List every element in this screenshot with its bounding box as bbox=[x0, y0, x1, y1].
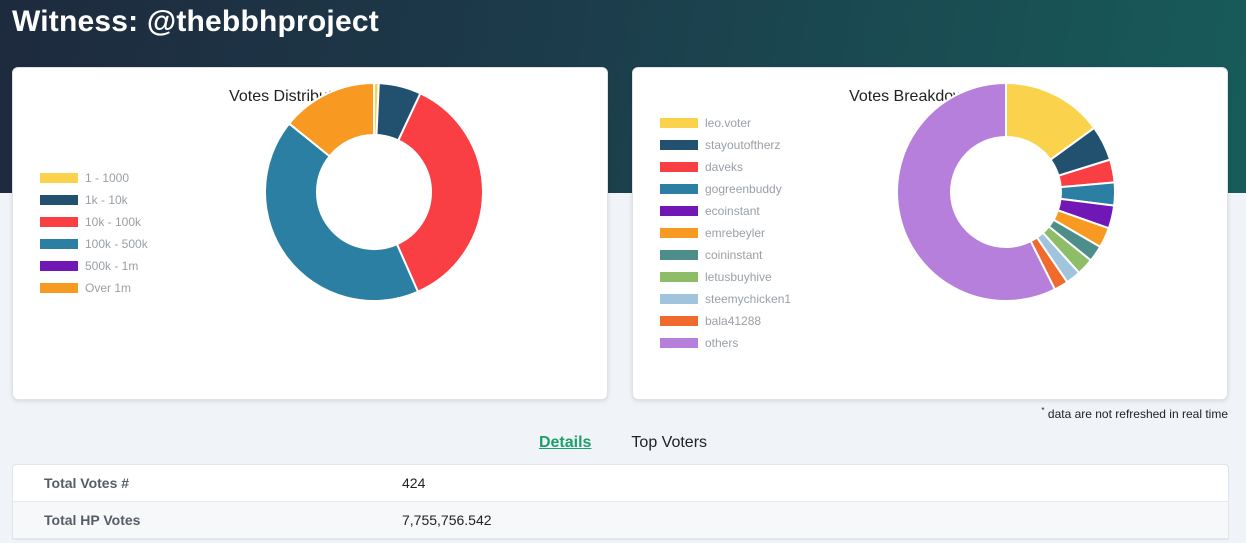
legend-label: stayoutoftherz bbox=[705, 138, 781, 152]
legend-swatch bbox=[40, 217, 78, 227]
footnote-text: data are not refreshed in real time bbox=[1047, 407, 1228, 421]
legend-item[interactable]: stayoutoftherz bbox=[660, 134, 791, 156]
legend-item[interactable]: steemychicken1 bbox=[660, 288, 791, 310]
legend-swatch bbox=[660, 184, 698, 194]
legend-item[interactable]: emrebeyler bbox=[660, 222, 791, 244]
legend-swatch bbox=[660, 250, 698, 260]
refresh-footnote: * data are not refreshed in real time bbox=[1041, 406, 1228, 421]
legend-swatch bbox=[660, 228, 698, 238]
legend-label: 10k - 100k bbox=[85, 215, 142, 229]
legend-item[interactable]: Over 1m bbox=[40, 277, 148, 299]
legend-item[interactable]: coininstant bbox=[660, 244, 791, 266]
legend-item[interactable]: 100k - 500k bbox=[40, 233, 148, 255]
details-table: Total Votes # 424 Total HP Votes 7,755,7… bbox=[12, 464, 1229, 540]
legend-label: ecoinstant bbox=[705, 204, 760, 218]
legend-swatch bbox=[660, 272, 698, 282]
legend-swatch bbox=[40, 195, 78, 205]
legend-swatch bbox=[660, 206, 698, 216]
legend-swatch bbox=[660, 118, 698, 128]
legend-item[interactable]: leo.voter bbox=[660, 112, 791, 134]
votes-distribution-legend: 1 - 1000 1k - 10k 10k - 100k 100k - 500k… bbox=[40, 167, 148, 299]
legend-item[interactable]: bala41288 bbox=[660, 310, 791, 332]
legend-label: 1k - 10k bbox=[85, 193, 128, 207]
tab-top-voters[interactable]: Top Voters bbox=[631, 434, 708, 451]
legend-item[interactable]: letusbuyhive bbox=[660, 266, 791, 288]
legend-label: coininstant bbox=[705, 248, 763, 262]
donut-slice-10k-100k[interactable] bbox=[395, 92, 484, 294]
legend-swatch bbox=[660, 140, 698, 150]
legend-label: others bbox=[705, 336, 739, 350]
legend-item[interactable]: 500k - 1m bbox=[40, 255, 148, 277]
tab-details[interactable]: Details bbox=[538, 434, 592, 451]
legend-swatch bbox=[660, 316, 698, 326]
row-label: Total HP Votes bbox=[44, 512, 141, 528]
votes-breakdown-donut[interactable] bbox=[884, 70, 1128, 314]
legend-label: emrebeyler bbox=[705, 226, 766, 240]
row-value: 424 bbox=[402, 475, 426, 491]
legend-swatch bbox=[40, 173, 78, 183]
legend-label: 500k - 1m bbox=[85, 259, 139, 273]
legend-label: bala41288 bbox=[705, 314, 762, 328]
legend-item[interactable]: gogreenbuddy bbox=[660, 178, 791, 200]
legend-label: leo.voter bbox=[705, 116, 752, 130]
legend-swatch bbox=[660, 338, 698, 348]
legend-swatch bbox=[40, 261, 78, 271]
row-value: 7,755,756.542 bbox=[402, 512, 492, 528]
legend-label: gogreenbuddy bbox=[705, 182, 782, 196]
legend-swatch bbox=[660, 162, 698, 172]
legend-label: Over 1m bbox=[85, 281, 132, 295]
legend-label: daveks bbox=[705, 160, 744, 174]
legend-item[interactable]: others bbox=[660, 332, 791, 354]
legend-item[interactable]: 1k - 10k bbox=[40, 189, 148, 211]
legend-label: 100k - 500k bbox=[85, 237, 148, 251]
legend-item[interactable]: ecoinstant bbox=[660, 200, 791, 222]
donut-slice-over-1m[interactable] bbox=[287, 81, 375, 158]
legend-swatch bbox=[660, 294, 698, 304]
legend-label: steemychicken1 bbox=[705, 292, 792, 306]
legend-swatch bbox=[40, 283, 78, 293]
donut-slice-100k-500k[interactable] bbox=[264, 122, 420, 302]
legend-label: 1 - 1000 bbox=[85, 171, 130, 185]
footnote-mark: * bbox=[1041, 406, 1045, 415]
legend-item[interactable]: daveks bbox=[660, 156, 791, 178]
legend-swatch bbox=[40, 239, 78, 249]
page-title: Witness: @thebbhproject bbox=[12, 5, 379, 38]
details-tabs: Details Top Voters bbox=[0, 434, 1246, 452]
row-label: Total Votes # bbox=[44, 475, 130, 491]
table-row: Total HP Votes 7,755,756.542 bbox=[13, 502, 1228, 539]
votes-breakdown-legend: leo.voter stayoutoftherz daveks gogreenb… bbox=[660, 112, 791, 354]
donut-slice-others[interactable] bbox=[896, 81, 1057, 302]
votes-distribution-donut[interactable] bbox=[252, 70, 496, 314]
table-row: Total Votes # 424 bbox=[13, 465, 1228, 502]
legend-label: letusbuyhive bbox=[705, 270, 772, 284]
legend-item[interactable]: 10k - 100k bbox=[40, 211, 148, 233]
legend-item[interactable]: 1 - 1000 bbox=[40, 167, 148, 189]
